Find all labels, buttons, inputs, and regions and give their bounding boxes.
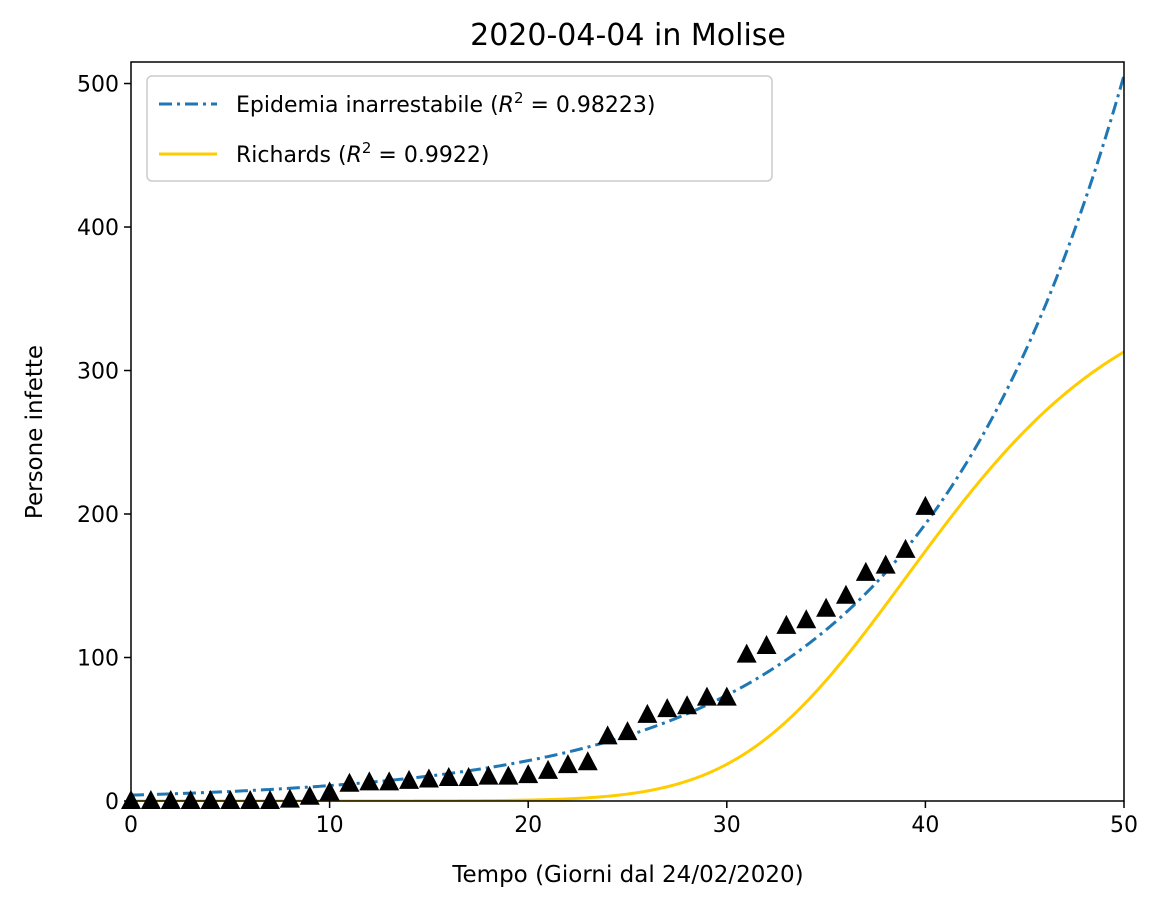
- data-point: [339, 772, 360, 792]
- data-point: [657, 698, 678, 718]
- data-point: [478, 765, 499, 785]
- data-point: [438, 767, 459, 787]
- data-point: [538, 759, 559, 779]
- legend-entry-label: Epidemia inarrestabile (R2 = 0.98223): [236, 89, 656, 118]
- legend: Epidemia inarrestabile (R2 = 0.98223) Ric…: [146, 75, 773, 182]
- data-point: [915, 495, 936, 515]
- data-point: [379, 771, 400, 791]
- marker-layer: [121, 495, 936, 809]
- data-point: [677, 695, 698, 715]
- axes-frame: [130, 61, 1125, 802]
- data-point: [359, 771, 380, 791]
- data-point: [240, 790, 261, 809]
- data-point: [418, 768, 439, 788]
- data-point: [180, 790, 201, 809]
- data-point: [736, 643, 757, 663]
- y-tick-label: 400: [77, 216, 119, 241]
- x-axis: 0 10 20 30 40 50: [124, 801, 1138, 838]
- x-tick-label: 40: [911, 813, 939, 838]
- data-point: [140, 790, 161, 809]
- data-point: [796, 609, 817, 629]
- x-tick-label: 20: [514, 813, 542, 838]
- y-tick-label: 500: [77, 73, 119, 98]
- data-point: [260, 790, 281, 809]
- data-point: [637, 703, 658, 723]
- y-tick-label: 200: [77, 503, 119, 528]
- x-tick-label: 30: [713, 813, 741, 838]
- data-point: [875, 554, 896, 574]
- x-tick-label: 50: [1110, 813, 1138, 838]
- plot-area: [121, 61, 1125, 809]
- data-point: [279, 788, 300, 808]
- data-point: [557, 754, 578, 774]
- data-point: [319, 781, 340, 801]
- x-axis-label: Tempo (Giorni dal 24/02/2020): [451, 862, 803, 888]
- data-point: [855, 561, 876, 581]
- data-point: [299, 785, 320, 805]
- data-point: [498, 765, 519, 785]
- x-tick-label: 10: [316, 813, 344, 838]
- data-point: [458, 767, 479, 787]
- data-point: [220, 790, 241, 809]
- data-point: [776, 614, 797, 634]
- data-point: [597, 725, 618, 745]
- data-point: [200, 790, 221, 809]
- data-point: [895, 538, 916, 558]
- data-point: [518, 764, 539, 784]
- data-point: [696, 686, 717, 706]
- data-point: [617, 721, 638, 741]
- data-point: [399, 769, 420, 789]
- data-point: [835, 584, 856, 604]
- data-point: [716, 686, 737, 706]
- chart-title: 2020-04-04 in Molise: [470, 18, 786, 53]
- data-point: [756, 635, 777, 655]
- y-tick-label: 0: [105, 790, 119, 815]
- y-axis: 0 100 200 300 400 500: [77, 73, 131, 815]
- series-line-richards: [131, 350, 1124, 801]
- y-tick-label: 300: [77, 360, 119, 385]
- data-point: [577, 751, 598, 771]
- x-tick-label: 0: [124, 813, 138, 838]
- data-point: [160, 790, 181, 809]
- legend-box: [146, 75, 773, 182]
- data-point: [816, 597, 837, 617]
- legend-entry-label: Richards (R2 = 0.9922): [236, 139, 489, 168]
- y-tick-label: 100: [77, 647, 119, 672]
- y-axis-label: Persone infette: [22, 345, 48, 519]
